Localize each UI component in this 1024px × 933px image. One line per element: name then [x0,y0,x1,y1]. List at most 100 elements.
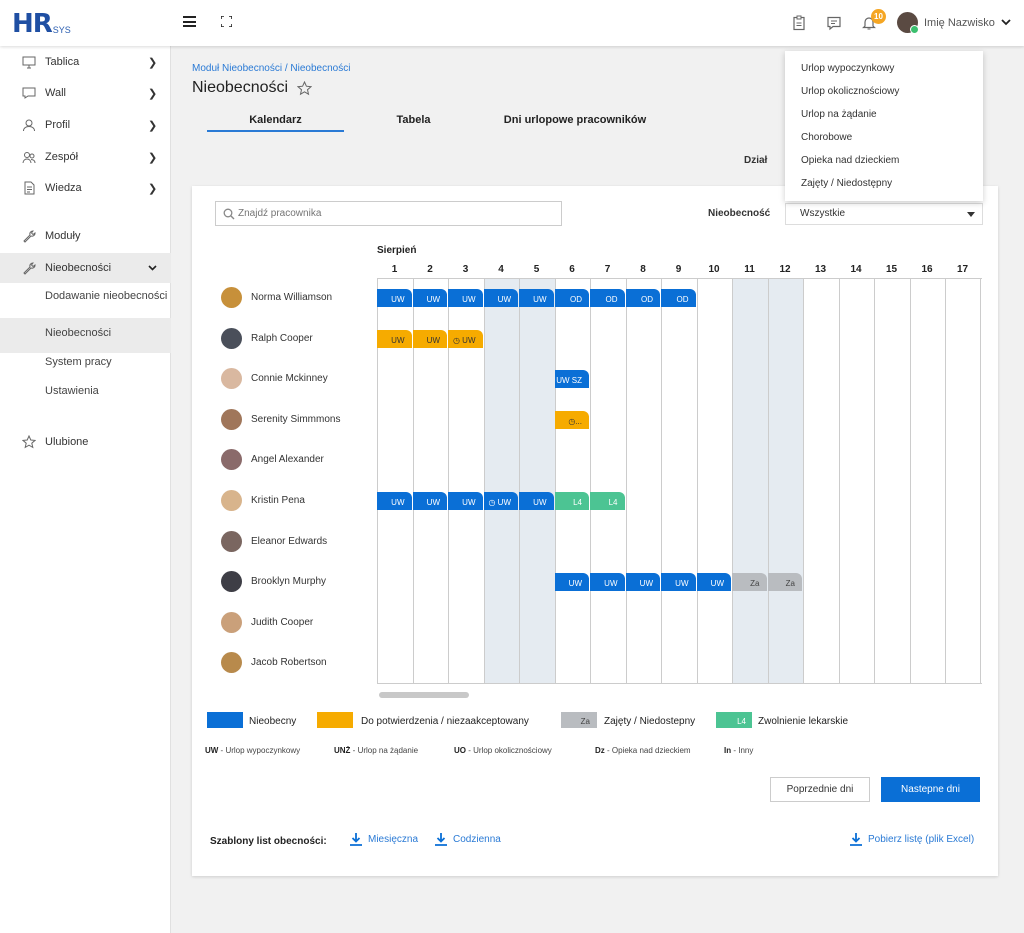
day-column [696,279,733,683]
day-number: 4 [498,264,504,275]
dropdown-option[interactable]: Zajęty / Niedostępny [801,178,893,189]
absence-block[interactable]: L4 [554,492,589,510]
dropdown-option[interactable]: Urlop wypoczynkowy [801,63,895,74]
absence-block[interactable]: Za [732,573,767,592]
absence-block[interactable]: OD [661,289,696,307]
sidebar-item-label: Moduły [45,230,81,242]
employee-row[interactable]: Norma Williamson [221,287,332,308]
employee-row[interactable]: Brooklyn Murphy [221,571,326,593]
abbr-dz: Dz - Opieka nad dzieckiem [595,746,691,755]
sidebar-sub-ustawienia[interactable]: Ustawienia [45,385,99,397]
user-menu[interactable]: Imię Nazwisko [897,12,1011,34]
message-icon[interactable] [826,15,842,31]
next-days-button[interactable]: Nastepne dni [881,777,980,802]
sidebar-sub-system-pracy[interactable]: System pracy [45,356,112,368]
absence-block[interactable]: UW [412,289,447,307]
sidebar-sub-nieobecnosci[interactable]: Nieobecności [0,318,171,353]
calendar-card: Nieobecność Wszystkie Sierpień 123456789… [192,186,998,876]
absence-block[interactable]: UW [661,573,696,592]
absence-block[interactable]: Za [767,573,802,592]
employee-row[interactable]: Kristin Pena [221,490,305,511]
absence-block[interactable]: OD [625,289,660,307]
legend-swatch-l4: L4 [716,712,752,728]
hamburger-menu-icon[interactable] [183,16,196,27]
sidebar-item-nieobecnosci[interactable]: Nieobecności [0,253,171,283]
day-number: 5 [533,264,540,275]
absence-block[interactable]: UW [554,573,589,592]
sidebar-item-zespol[interactable]: Zespół ❯ [0,142,171,172]
sidebar-item-tablica[interactable]: Tablica ❯ [0,47,171,77]
avatar [221,287,242,308]
sidebar-item-wiedza[interactable]: Wiedza ❯ [0,173,171,203]
day-column [732,279,768,683]
employee-row[interactable]: Connie Mckinney [221,368,328,390]
absence-block[interactable]: UW SZ [554,370,589,389]
sidebar-sub-dodawanie[interactable]: Dodawanie nieobecności [45,290,168,302]
download-icon [435,833,447,846]
breadcrumb[interactable]: Moduł Nieobecności / Nieobecności [192,63,351,74]
day-number: 2 [427,264,433,275]
employee-row[interactable]: Ralph Cooper [221,327,313,349]
user-avatar [897,12,919,34]
employee-row[interactable]: Jacob Robertson [221,652,327,674]
employee-row[interactable]: Eleanor Edwards [221,530,327,552]
horizontal-scrollbar[interactable] [379,692,469,698]
absence-block[interactable]: ◷... [554,410,589,429]
sidebar-item-wall[interactable]: Wall ❯ [0,78,171,108]
absence-block[interactable]: ◷ UW [448,329,483,348]
previous-days-button[interactable]: Poprzednie dni [770,777,870,802]
employee-row[interactable]: Serenity Simmmons [221,408,340,430]
sidebar-item-profil[interactable]: Profil ❯ [0,110,171,140]
sidebar-item-moduly[interactable]: Moduły [0,221,171,251]
absence-block[interactable]: UW [448,492,483,510]
dropdown-option[interactable]: Opieka nad dzieckiem [801,155,900,166]
tab-tabela[interactable]: Tabela [396,114,431,126]
fullscreen-icon[interactable] [221,16,232,27]
dropdown-option[interactable]: Chorobowe [801,132,853,143]
absence-block[interactable]: UW [519,492,554,510]
employee-row[interactable]: Judith Cooper [221,611,313,633]
sidebar-item-ulubione[interactable]: Ulubione [0,427,171,457]
dropdown-option[interactable]: Urlop okolicznościowy [801,86,900,97]
absence-block[interactable]: UW [483,289,518,307]
tab-kalendarz[interactable]: Kalendarz [249,114,302,126]
absence-block[interactable]: UW [519,289,554,307]
search-input[interactable] [238,208,538,219]
download-label: Pobierz listę (plik Excel) [868,834,975,845]
absence-block[interactable]: L4 [590,492,625,510]
templates-label: Szablony list obecności: [210,836,327,847]
nieobecnosc-select[interactable]: Wszystkie [785,203,983,225]
absence-block[interactable]: UW [448,289,483,307]
dzial-label: Dział [744,155,768,166]
absence-block[interactable]: OD [554,289,589,307]
absence-block[interactable]: UW [377,329,412,348]
chevron-right-icon: ❯ [148,87,158,100]
absence-block[interactable]: UW [590,573,625,592]
absence-block[interactable]: UW [696,573,731,592]
abbr-uw: UW - Urlop wypoczynkowy [205,746,300,755]
day-number: 15 [885,264,898,275]
absence-block[interactable]: UW [412,329,447,348]
absence-block[interactable]: UW [412,492,447,510]
absence-block[interactable]: UW [625,573,660,592]
clipboard-icon[interactable] [791,15,807,31]
abbr-code: UO [454,746,466,755]
absence-block[interactable]: ◷ UW [483,492,518,510]
absence-block[interactable]: OD [590,289,625,307]
download-label: Codzienna [453,834,501,845]
download-monthly-link[interactable]: Miesięczna [350,833,418,846]
day-number: 13 [814,264,827,275]
legend-label: Zwolnienie lekarskie [758,716,849,727]
day-number: 8 [640,264,646,275]
dropdown-option[interactable]: Urlop na żądanie [801,109,877,120]
search-box[interactable] [215,201,562,226]
absence-block[interactable]: UW [377,289,412,307]
download-daily-link[interactable]: Codzienna [435,833,501,846]
logo[interactable]: HR SYS [12,9,71,37]
employee-row[interactable]: Angel Alexander [221,449,324,471]
tab-dni-urlopowe[interactable]: Dni urlopowe pracowników [503,114,647,126]
favorite-star-icon[interactable] [297,81,312,96]
download-excel-link[interactable]: Pobierz listę (plik Excel) [850,833,974,846]
absence-block[interactable]: UW [377,492,412,510]
day-number: 16 [921,264,933,275]
